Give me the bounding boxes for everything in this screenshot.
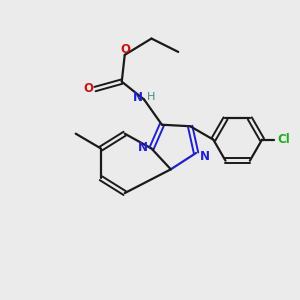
Text: N: N <box>200 150 209 163</box>
Text: O: O <box>83 82 94 95</box>
Text: N: N <box>133 91 142 103</box>
Text: O: O <box>120 43 130 56</box>
Text: N: N <box>138 140 148 154</box>
Text: Cl: Cl <box>278 133 290 146</box>
Text: H: H <box>146 92 155 102</box>
